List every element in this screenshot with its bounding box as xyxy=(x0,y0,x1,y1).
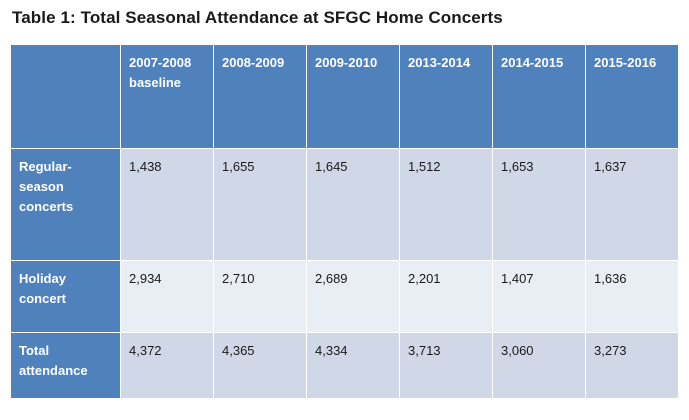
row-header: Holiday concert xyxy=(10,260,121,333)
row-header: Total attendance xyxy=(10,332,121,399)
table-cell: 4,334 xyxy=(306,332,400,399)
table-header-row: 2007-2008 baseline 2008-2009 2009-2010 2… xyxy=(10,44,679,149)
table-row: Holiday concert 2,934 2,710 2,689 2,201 … xyxy=(10,260,679,333)
table-row: Total attendance 4,372 4,365 4,334 3,713… xyxy=(10,332,679,399)
column-header: 2009-2010 xyxy=(306,44,400,149)
table-cell: 2,934 xyxy=(120,260,214,333)
table-cell: 1,512 xyxy=(399,148,493,261)
table-cell: 2,689 xyxy=(306,260,400,333)
table-cell: 4,365 xyxy=(213,332,307,399)
column-header: 2014-2015 xyxy=(492,44,586,149)
table-cell: 1,645 xyxy=(306,148,400,261)
column-header: 2015-2016 xyxy=(585,44,679,149)
table-cell: 1,636 xyxy=(585,260,679,333)
table-cell: 1,653 xyxy=(492,148,586,261)
attendance-table: 2007-2008 baseline 2008-2009 2009-2010 2… xyxy=(10,44,679,399)
table-cell: 1,438 xyxy=(120,148,214,261)
column-header: 2007-2008 baseline xyxy=(120,44,214,149)
table-cell: 3,060 xyxy=(492,332,586,399)
table-cell: 1,655 xyxy=(213,148,307,261)
row-header: Regular-season concerts xyxy=(10,148,121,261)
table-cell: 2,201 xyxy=(399,260,493,333)
table-title: Table 1: Total Seasonal Attendance at SF… xyxy=(12,8,503,27)
table-cell: 1,637 xyxy=(585,148,679,261)
table-cell: 3,713 xyxy=(399,332,493,399)
column-header: 2013-2014 xyxy=(399,44,493,149)
table-cell: 4,372 xyxy=(120,332,214,399)
corner-header-cell xyxy=(10,44,121,149)
table-cell: 2,710 xyxy=(213,260,307,333)
table-cell: 3,273 xyxy=(585,332,679,399)
table-cell: 1,407 xyxy=(492,260,586,333)
column-header: 2008-2009 xyxy=(213,44,307,149)
table-row: Regular-season concerts 1,438 1,655 1,64… xyxy=(10,148,679,261)
